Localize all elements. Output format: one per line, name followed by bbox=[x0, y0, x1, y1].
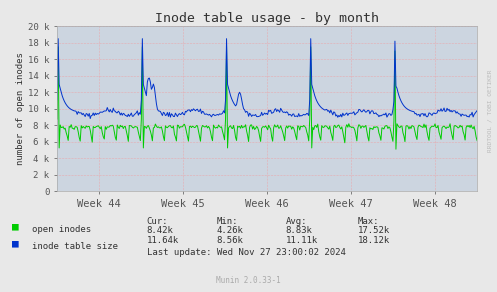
Text: inode table size: inode table size bbox=[32, 242, 118, 251]
Text: 8.83k: 8.83k bbox=[286, 226, 313, 235]
Text: 8.42k: 8.42k bbox=[147, 226, 173, 235]
Text: RRDTOOL / TOBI OETIKER: RRDTOOL / TOBI OETIKER bbox=[487, 70, 492, 152]
Text: open inodes: open inodes bbox=[32, 225, 91, 234]
Text: ■: ■ bbox=[12, 221, 19, 231]
Text: Min:: Min: bbox=[216, 218, 238, 226]
Text: 4.26k: 4.26k bbox=[216, 226, 243, 235]
Y-axis label: number of open inodes: number of open inodes bbox=[16, 52, 25, 165]
Text: Avg:: Avg: bbox=[286, 218, 307, 226]
Text: 8.56k: 8.56k bbox=[216, 237, 243, 245]
Text: ■: ■ bbox=[12, 239, 19, 249]
Text: Munin 2.0.33-1: Munin 2.0.33-1 bbox=[216, 276, 281, 285]
Text: Last update: Wed Nov 27 23:00:02 2024: Last update: Wed Nov 27 23:00:02 2024 bbox=[147, 248, 345, 257]
Text: 11.11k: 11.11k bbox=[286, 237, 318, 245]
Title: Inode table usage - by month: Inode table usage - by month bbox=[155, 12, 379, 25]
Text: 11.64k: 11.64k bbox=[147, 237, 179, 245]
Text: 18.12k: 18.12k bbox=[358, 237, 390, 245]
Text: Max:: Max: bbox=[358, 218, 379, 226]
Text: Cur:: Cur: bbox=[147, 218, 168, 226]
Text: 17.52k: 17.52k bbox=[358, 226, 390, 235]
